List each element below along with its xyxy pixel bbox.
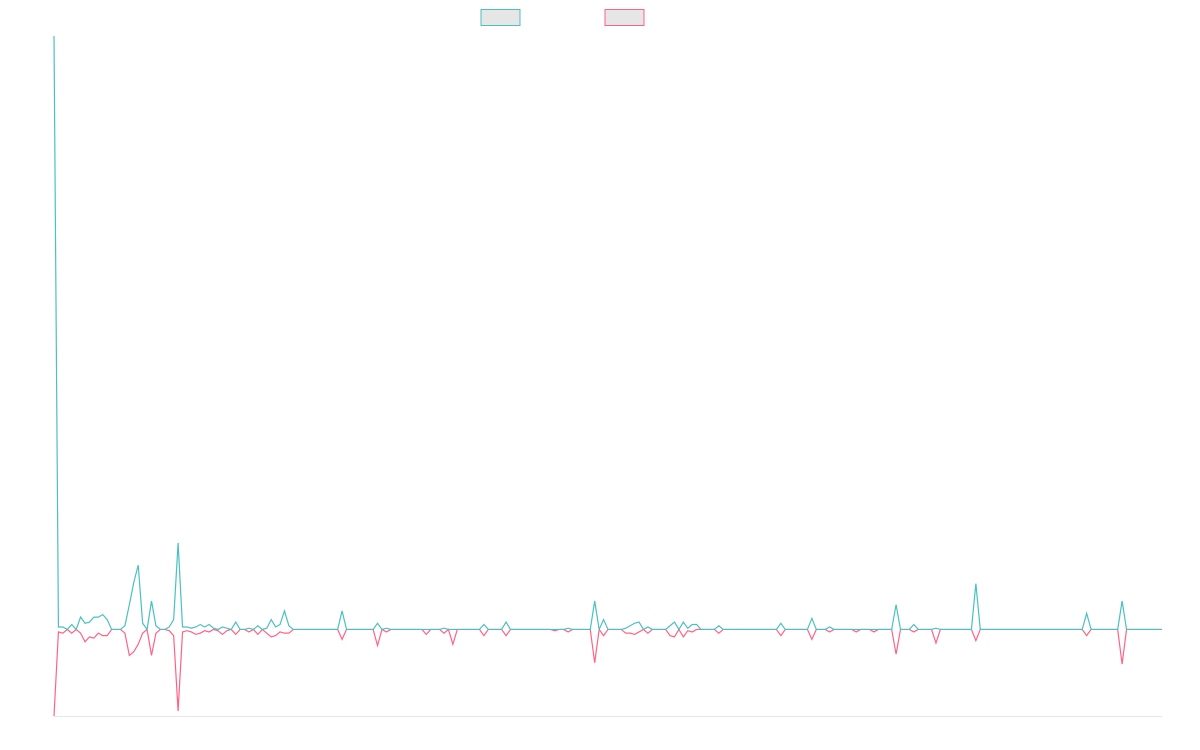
legend-swatch-1[interactable] [480,9,521,26]
series-line-1 [53,35,1162,632]
legend-swatch-2[interactable] [604,9,645,26]
legend [480,9,645,26]
series-layer [53,35,1162,717]
series-line-2 [53,627,1162,717]
